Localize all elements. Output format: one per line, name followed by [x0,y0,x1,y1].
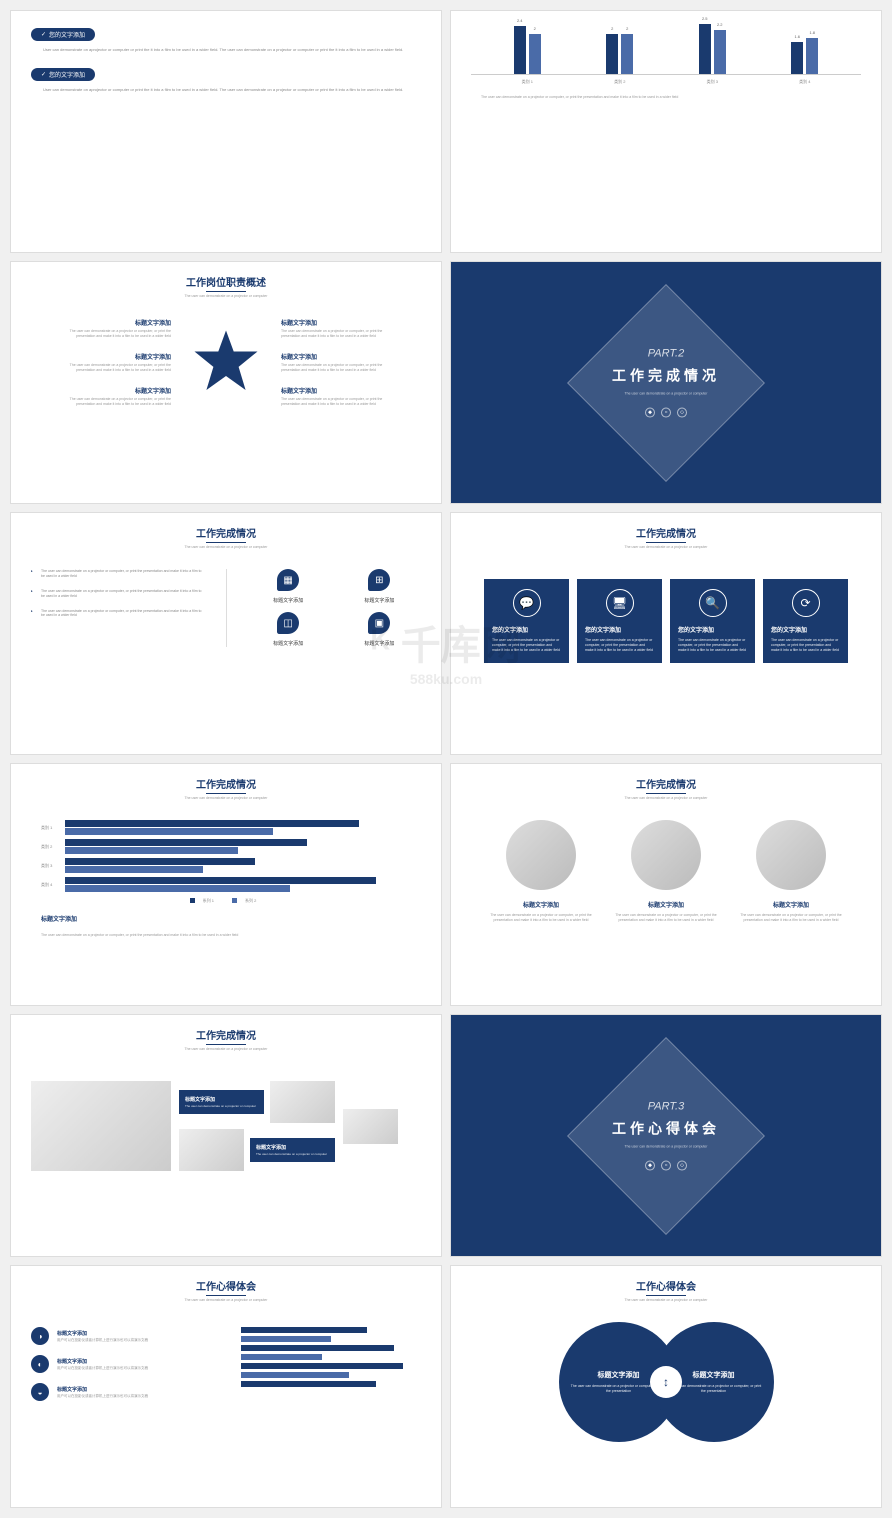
pill-1: 您的文字添加 [31,28,95,41]
slide-star: 工作岗位职责概述 The user can demonstrate on a p… [10,261,442,504]
section-title: 工作完成情况 [451,365,881,385]
blob-icon: ▣ [368,612,390,634]
photo-placeholder [31,1081,171,1171]
deco-icon: ◆ [645,408,655,418]
slide-sub: The user can demonstrate on a projector … [31,294,421,298]
star-item: 标题文字添加The user can demonstrate on a proj… [61,386,171,406]
star-item: 标题文字添加The user can demonstrate on a proj… [281,352,391,372]
slide-sub: The user can demonstrate on a projector … [471,796,861,800]
slide-title: 工作完成情况 [31,776,421,791]
deco-icon: ◇ [677,1161,687,1171]
star-icon [191,327,261,397]
star-item: 标题文字添加The user can demonstrate on a proj… [281,318,391,338]
venn-diagram: 标题文字添加The user can demonstrate on a proj… [471,1322,861,1442]
section-sub: The user can demonstrate on a projector … [451,391,881,396]
row-icon: ◒ [31,1383,49,1401]
list-item: ◐标题文字添加用户可以在投影仪或者计算机上进行演示也可以将演示文稿 [31,1355,221,1373]
refresh-icon: ⟳ [792,589,820,617]
photo-placeholder [179,1129,244,1171]
blob-item: ◫标题文字添加 [247,612,330,647]
blob-icon: ◫ [277,612,299,634]
small-bars [241,1327,421,1411]
deco-icon: ○ [661,408,671,418]
row-icon: ◑ [31,1327,49,1345]
slide-sub: The user can demonstrate on a projector … [31,1298,421,1302]
photo-placeholder [506,820,576,890]
body-text: User can demonstrate on aprojector or co… [31,87,421,93]
slide-title: 工作完成情况 [471,776,861,791]
slide-title: 工作完成情况 [31,1027,421,1042]
search-icon: 🔍 [699,589,727,617]
blob-item: ▣标题文字添加 [338,612,421,647]
slide-blobs: 工作完成情况 The user can demonstrate on a pro… [10,512,442,755]
photo-placeholder [343,1109,398,1144]
img-col: 标题文字添加The user can demonstrate on a proj… [736,820,846,923]
photo-caption: 标题文字添加The user can demonstrate on a proj… [179,1090,264,1115]
slide-photos: 工作完成情况 The user can demonstrate on a pro… [10,1014,442,1257]
slide-sub: The user can demonstrate on a projector … [471,1298,861,1302]
info-box: 💬您的文字添加The user can demonstrate on a pro… [484,579,569,663]
chat-icon: 💬 [513,589,541,617]
section-title: 工作心得体会 [451,1118,881,1138]
list-item: ◒标题文字添加用户可以在投影仪或者计算机上进行演示也可以将演示文稿 [31,1383,221,1401]
slide-title: 工作完成情况 [31,525,421,540]
part-label: PART.2 [451,347,881,359]
photo-placeholder [756,820,826,890]
info-box: ⟳您的文字添加The user can demonstrate on a pro… [763,579,848,663]
slide-vbar: 2.42 22 2.52.2 1.61.8 类别 1类别 2类别 3类别 4 T… [450,10,882,253]
blob-item: ▦标题文字添加 [247,569,330,604]
row-icon: ◐ [31,1355,49,1373]
screen-icon: 🖥 [606,589,634,617]
blob-icon: ⊞ [368,569,390,591]
venn-center-icon: ↕ [650,1366,682,1398]
slide-icon-list: 工作心得体会 The user can demonstrate on a pro… [10,1265,442,1508]
bullet: The user can demonstrate on a projector … [31,569,206,579]
hbar-title: 标题文字添加 [31,914,421,923]
slide-grid: 您的文字添加 User can demonstrate on aprojecto… [10,10,882,1508]
slide-hbar: 工作完成情况 The user can demonstrate on a pro… [10,763,442,1006]
info-box: 🔍您的文字添加The user can demonstrate on a pro… [670,579,755,663]
vbar-chart: 2.42 22 2.52.2 1.61.8 [471,15,861,75]
deco-icon: ◆ [645,1161,655,1171]
photo-caption: 标题文字添加The user can demonstrate on a proj… [250,1138,335,1163]
star-item: 标题文字添加The user can demonstrate on a proj… [61,318,171,338]
slide-title: 工作岗位职责概述 [31,274,421,289]
slide-venn: 工作心得体会 The user can demonstrate on a pro… [450,1265,882,1508]
chart-note: The user can demonstrate on a projector … [31,933,421,938]
hbar-chart: 类别 1 类别 2 类别 3 类别 4 [31,820,421,892]
body-text: User can demonstrate on aprojector or co… [31,47,421,53]
bullet: The user can demonstrate on a projector … [31,609,206,619]
blob-item: ⊞标题文字添加 [338,569,421,604]
pill-2: 您的文字添加 [31,68,95,81]
slide-title: 工作心得体会 [471,1278,861,1293]
slide-three-img: 工作完成情况 The user can demonstrate on a pro… [450,763,882,1006]
legend: 系列 1系列 2 [31,898,421,904]
chart-note: The user can demonstrate on a projector … [471,95,861,100]
slide-title: 工作心得体会 [31,1278,421,1293]
photo-placeholder [270,1081,335,1123]
slide-title: 工作完成情况 [471,525,861,540]
deco-icon: ◇ [677,408,687,418]
list-item: ◑标题文字添加用户可以在投影仪或者计算机上进行演示也可以将演示文稿 [31,1327,221,1345]
deco-icon: ○ [661,1161,671,1171]
slide-sub: The user can demonstrate on a projector … [31,545,421,549]
x-axis: 类别 1类别 2类别 3类别 4 [471,79,861,85]
section-sub: The user can demonstrate on a projector … [451,1144,881,1149]
star-item: 标题文字添加The user can demonstrate on a proj… [61,352,171,372]
img-col: 标题文字添加The user can demonstrate on a proj… [486,820,596,923]
slide-sub: The user can demonstrate on a projector … [471,545,861,549]
slide-four-box: 工作完成情况 The user can demonstrate on a pro… [450,512,882,755]
part-label: PART.3 [451,1100,881,1112]
blob-icon: ▦ [277,569,299,591]
info-box: 🖥您的文字添加The user can demonstrate on a pro… [577,579,662,663]
slide-section-2: PART.2 工作完成情况 The user can demonstrate o… [450,261,882,504]
slide-pills: 您的文字添加 User can demonstrate on aprojecto… [10,10,442,253]
star-item: 标题文字添加The user can demonstrate on a proj… [281,386,391,406]
photo-placeholder [631,820,701,890]
slide-sub: The user can demonstrate on a projector … [31,796,421,800]
img-col: 标题文字添加The user can demonstrate on a proj… [611,820,721,923]
bullet: The user can demonstrate on a projector … [31,589,206,599]
slide-section-3: PART.3 工作心得体会 The user can demonstrate o… [450,1014,882,1257]
slide-sub: The user can demonstrate on a projector … [31,1047,421,1051]
